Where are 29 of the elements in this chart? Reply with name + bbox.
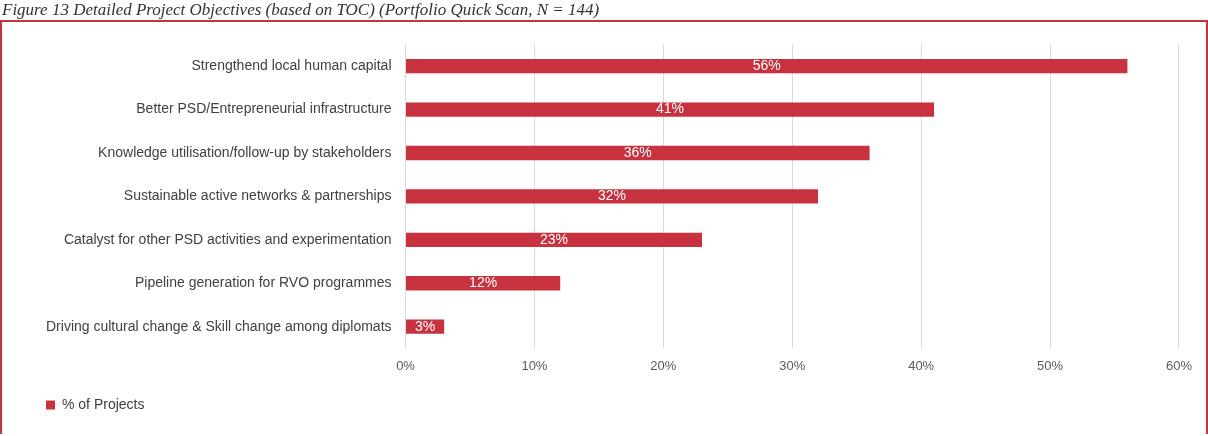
y-tick-label: Driving cultural change & Skill change among diplomats (46, 317, 392, 334)
x-tick-label: 50% (1037, 357, 1064, 373)
data-label: 36% (623, 143, 652, 160)
y-tick-label: Pipeline generation for RVO programmes (134, 274, 392, 291)
data-label: 12% (469, 274, 498, 291)
x-tick-label: 60% (1165, 357, 1193, 373)
y-tick-label: Better PSD/Entrepreneurial infrastructure (136, 100, 392, 117)
data-label: 41% (656, 100, 685, 117)
bar (406, 189, 819, 204)
bar (406, 145, 870, 161)
y-tick-label: Sustainable active networks & partnerships (123, 187, 392, 204)
bar (406, 58, 1128, 74)
data-label: 23% (540, 230, 569, 247)
y-tick-label: Knowledge utilisation/follow-up by stakeholders (98, 143, 392, 160)
y-tick-label: Strengthend local human capital (191, 56, 392, 73)
bar (406, 102, 935, 117)
x-tick-label: 20% (650, 357, 677, 373)
x-tick-label: 10% (521, 357, 548, 373)
bar (406, 276, 561, 291)
data-label: 3% (414, 317, 436, 334)
data-label: 56% (752, 56, 781, 73)
chart-title: Figure 13 Detailed Project Objectives (based on TOC) (Portfolio Quick Scan, N = 144) (1, 0, 601, 20)
bar (406, 232, 703, 247)
x-tick-label: 40% (908, 357, 935, 373)
x-tick-label: 0% (396, 357, 416, 373)
legend-label: % of Projects (62, 395, 145, 412)
y-tick-label: Catalyst for other PSD activities and experimentation (63, 230, 392, 247)
data-label: 32% (598, 187, 627, 204)
x-tick-label: 30% (779, 357, 806, 373)
